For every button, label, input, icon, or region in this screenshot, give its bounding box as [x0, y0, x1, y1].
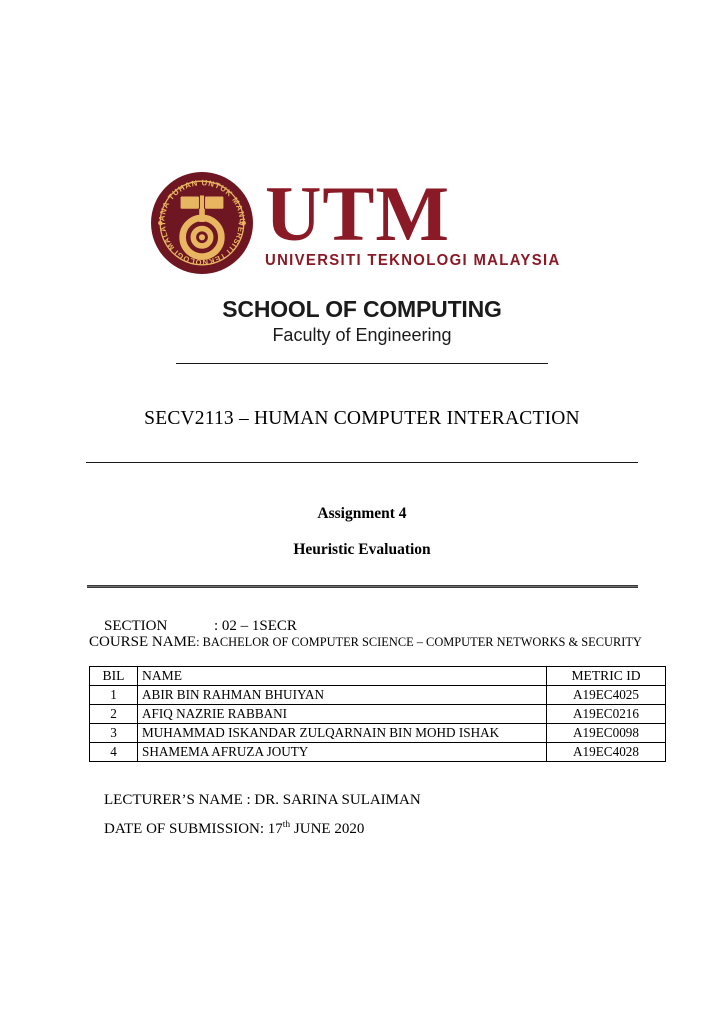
faculty-name: Faculty of Engineering	[272, 325, 452, 345]
table-row: 3 MUHAMMAD ISKANDAR ZULQARNAIN BIN MOHD …	[89, 723, 666, 743]
divider-thick	[87, 585, 638, 588]
table-header-row: BIL NAME METRIC ID	[89, 666, 666, 686]
submission-date-line: DATE OF SUBMISSION: 17th JUNE 2020	[89, 804, 364, 855]
cell-bil: 4	[89, 742, 138, 762]
logo-row: KERANA TUHAN UNTUK MANUSIA UNIVERSITI TE…	[0, 172, 724, 274]
table-row: 1 ABIR BIN RAHMAN BHUIYAN A19EC4025	[89, 685, 666, 705]
cell-name: SHAMEMA AFRUZA JOUTY	[137, 742, 547, 762]
cell-bil: 2	[89, 704, 138, 724]
university-header: KERANA TUHAN UNTUK MANUSIA UNIVERSITI TE…	[0, 172, 724, 346]
divider-middle	[86, 462, 638, 463]
table-row: 4 SHAMEMA AFRUZA JOUTY A19EC4028	[89, 742, 666, 762]
cell-metric-id: A19EC0098	[546, 723, 666, 743]
lecturer-label: LECTURER’S NAME	[104, 792, 243, 808]
divider-top	[176, 363, 548, 364]
assignment-block: Assignment 4 Heuristic Evaluation	[0, 505, 724, 559]
cell-name: ABIR BIN RAHMAN BHUIYAN	[137, 685, 547, 705]
submission-month-year: JUNE 2020	[290, 821, 365, 837]
submission-day-suffix: th	[282, 820, 291, 830]
course-title: SECV2113 – HUMAN COMPUTER INTERACTION	[144, 408, 580, 429]
school-name: SCHOOL OF COMPUTING	[222, 296, 502, 322]
cell-bil: 3	[89, 723, 138, 743]
cell-metric-id: A19EC4028	[546, 742, 666, 762]
table-header-bil: BIL	[89, 666, 138, 686]
cell-bil: 1	[89, 685, 138, 705]
course-name-value: : BACHELOR OF COMPUTER SCIENCE – COMPUTE…	[196, 635, 642, 649]
assignment-title: Assignment 4	[317, 505, 407, 522]
table-header-name: NAME	[137, 666, 547, 686]
section-value: : 02 – 1SECR	[214, 618, 297, 634]
lecturer-line: LECTURER’S NAME : DR. SARINA SULAIMAN	[89, 775, 421, 826]
cell-name: MUHAMMAD ISKANDAR ZULQARNAIN BIN MOHD IS…	[137, 723, 547, 743]
cell-name: AFIQ NAZRIE RABBANI	[137, 704, 547, 724]
course-name-line: COURSE NAME: BACHELOR OF COMPUTER SCIENC…	[89, 634, 642, 651]
submission-day: 17	[267, 821, 283, 837]
course-name-label: COURSE NAME	[89, 634, 197, 650]
table-row: 2 AFIQ NAZRIE RABBANI A19EC0216	[89, 704, 666, 724]
cell-metric-id: A19EC0216	[546, 704, 666, 724]
utm-letters: UTM	[265, 169, 451, 257]
assignment-subtitle: Heuristic Evaluation	[293, 541, 431, 558]
cell-metric-id: A19EC4025	[546, 685, 666, 705]
utm-subtitle: UNIVERSITI TEKNOLOGI MALAYSIA	[265, 251, 561, 269]
submission-label: DATE OF SUBMISSION:	[104, 821, 265, 837]
lecturer-value: : DR. SARINA SULAIMAN	[242, 792, 421, 808]
table-header-metric-id: METRIC ID	[546, 666, 666, 686]
utm-seal-icon: KERANA TUHAN UNTUK MANUSIA UNIVERSITI TE…	[151, 172, 254, 274]
section-label: SECTION	[104, 618, 168, 634]
section-line: SECTION : 02 – 1SECR	[89, 601, 297, 652]
utm-wordmark: UTM UNIVERSITI TEKNOLOGI MALAYSIA	[265, 169, 573, 269]
members-table: BIL NAME METRIC ID 1 ABIR BIN RAHMAN BHU…	[89, 666, 666, 762]
